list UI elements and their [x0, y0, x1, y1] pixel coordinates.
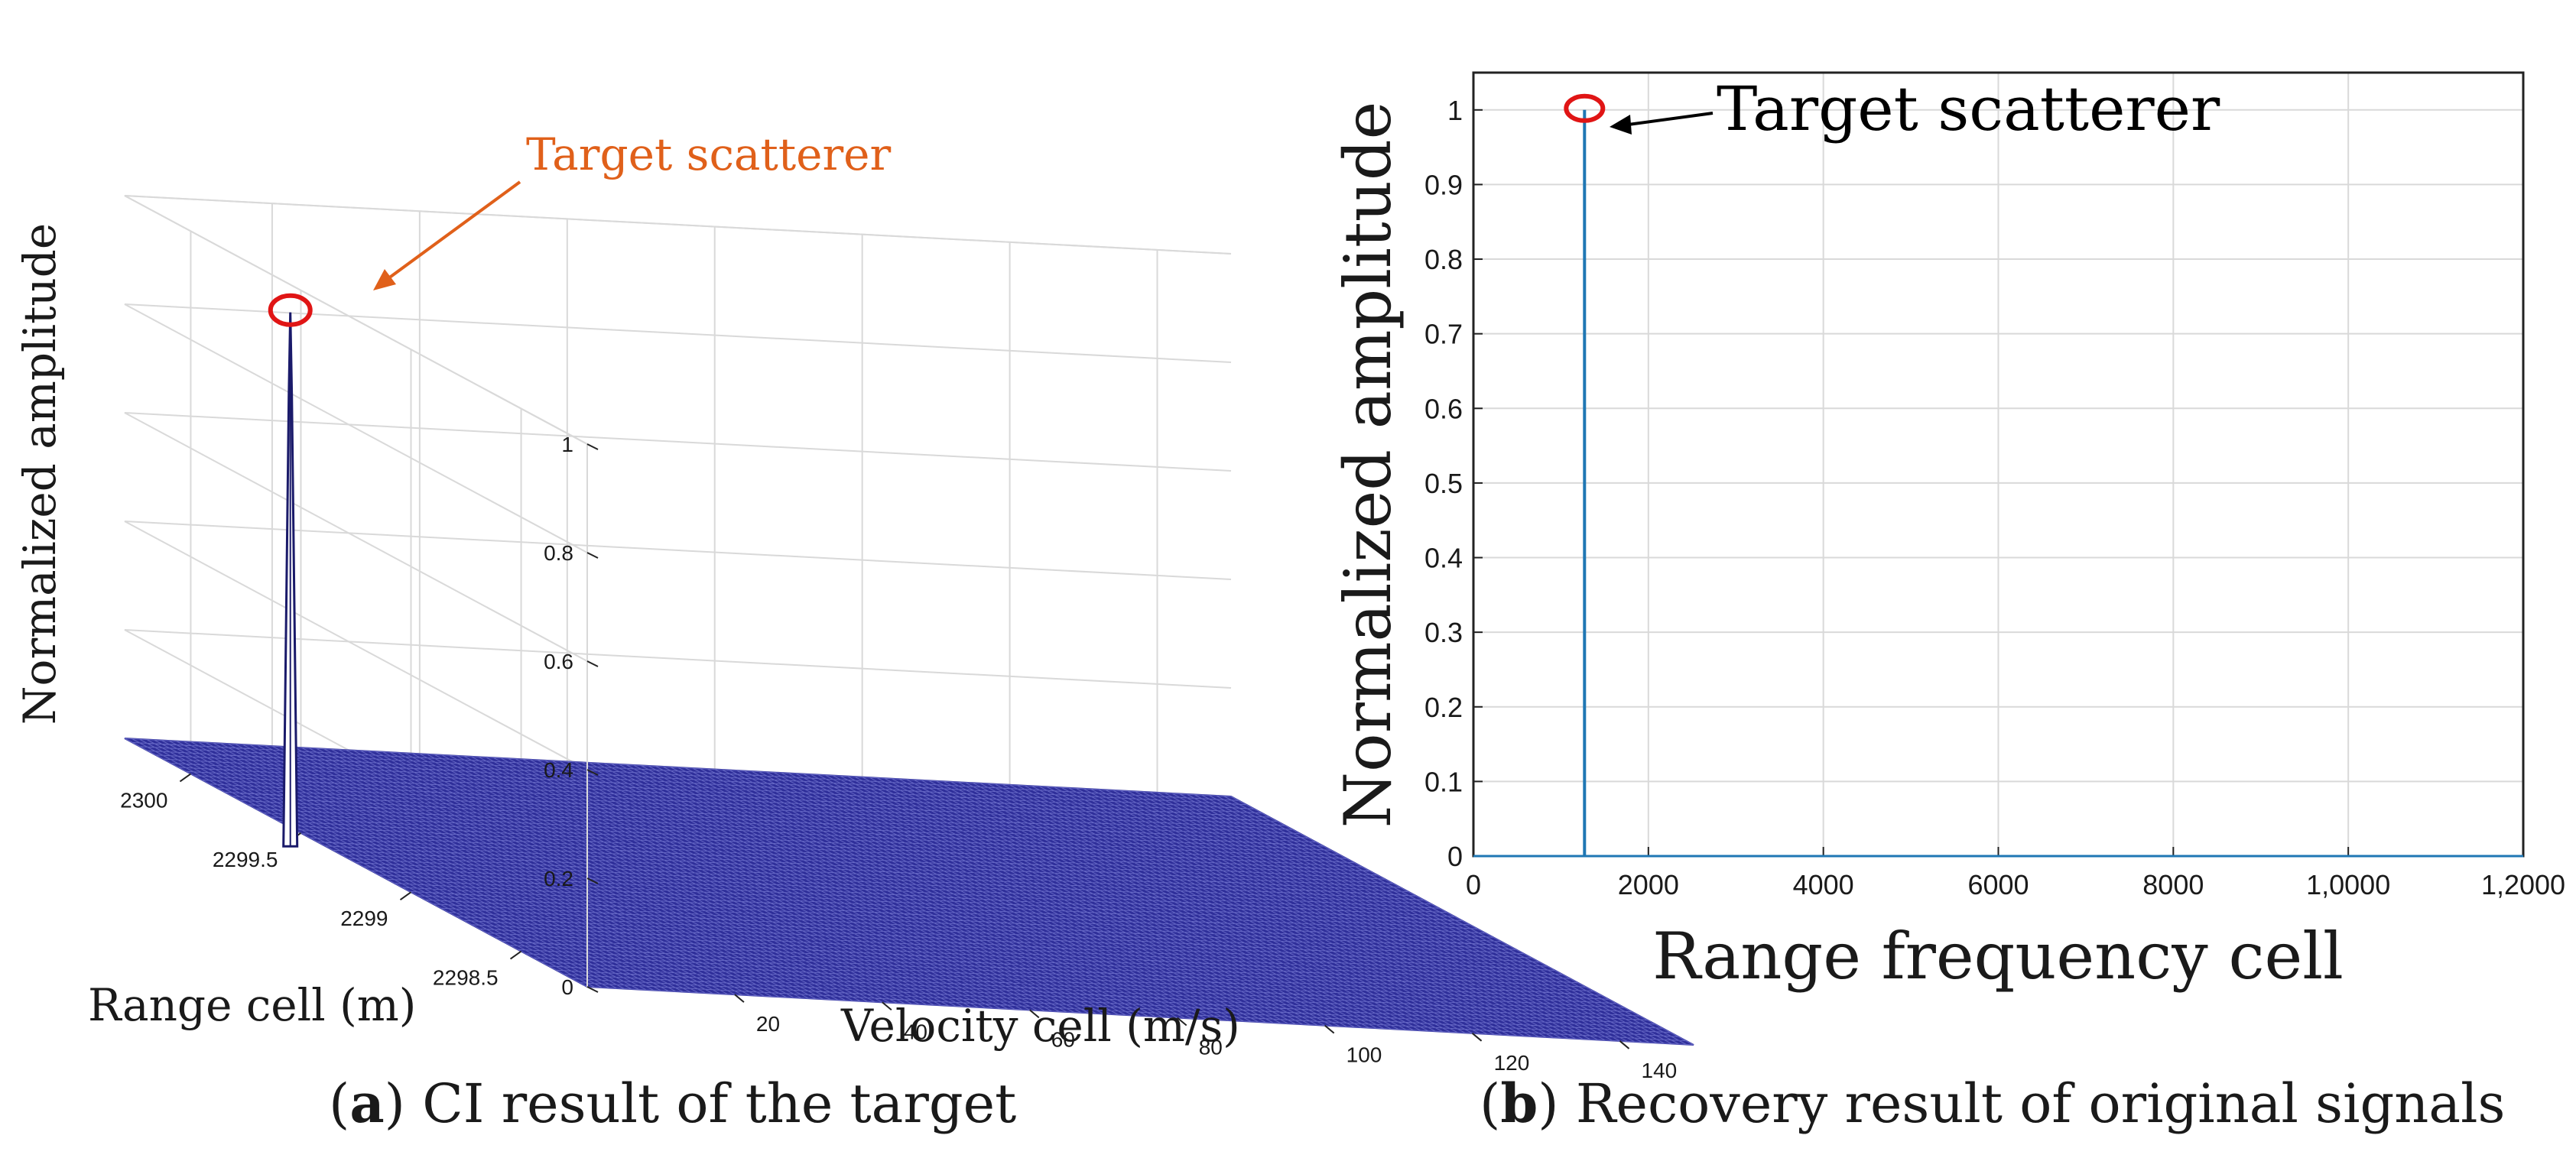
panel-b-ytick-label-7: 0.7 — [1424, 319, 1463, 350]
panel-b-stem-plot: 0 2000 4000 6000 8000 1,0000 1,2000 0 0.1 0.2 0.3 0… — [1330, 71, 2565, 1135]
panel-b-stems — [1473, 93, 2523, 858]
panel-b-ytick-label-2: 0.2 — [1424, 692, 1463, 723]
panel-a-peak-marker — [268, 293, 313, 327]
panel-a-ztick-label-5: 1 — [561, 433, 573, 456]
panel-b-ytick-label-6: 0.6 — [1424, 393, 1463, 424]
panel-a-ztick-label-1: 0.2 — [544, 867, 573, 890]
panel-b-ytick-label-0: 0 — [1447, 841, 1463, 872]
panel-a-peak — [268, 293, 313, 848]
panel-b-annotation-arrowhead — [1610, 115, 1632, 135]
panel-a-rtick-mark-3 — [509, 950, 522, 960]
panel-a-ztick-label-3: 0.6 — [544, 650, 573, 673]
panel-b-ytick-label-3: 0.3 — [1424, 617, 1463, 648]
panel-b-ytick-label-10: 1 — [1447, 95, 1463, 126]
panel-a-ztick-label-0: 0 — [561, 975, 573, 999]
panel-b-xtick-label-0: 0 — [1466, 869, 1481, 900]
panel-b-annotation-arrow — [1622, 112, 1714, 127]
panel-b-ytick-label-1: 0.1 — [1424, 766, 1463, 797]
panel-a-annotation: Target scatterer — [526, 128, 892, 180]
panel-a-rtick-label-1: 2299.5 — [213, 848, 278, 871]
panel-b-xlabel: Range frequency cell — [1652, 919, 2344, 994]
panel-b-caption-open: ( — [1480, 1072, 1500, 1135]
panel-b-ytick-label-9: 0.9 — [1424, 169, 1463, 200]
panel-a-ztick-mark-4 — [586, 552, 599, 559]
panel-a-rtick-mark-0 — [179, 773, 192, 783]
panel-a-rtick-label-2: 2299 — [340, 907, 388, 930]
panel-a-vtick-label-1: 40 — [904, 1020, 927, 1043]
panel-a-vtick-mark-4 — [1324, 1024, 1335, 1034]
panel-a-vtick-mark-5 — [1471, 1033, 1483, 1042]
panel-a-ticks: 0 0.2 0.4 0.6 0.8 1 2300 2299.5 2299 2298.5 20 40 60… — [120, 433, 1677, 1082]
panel-b-xtick-label-1: 2000 — [1618, 869, 1679, 900]
panel-a-vtick-label-5: 120 — [1494, 1051, 1530, 1075]
panel-a-ztick-mark-1 — [586, 877, 599, 884]
panel-b-ytick-label-5: 0.5 — [1424, 468, 1463, 499]
panel-b-xtick-label-5: 1,0000 — [2306, 869, 2390, 900]
panel-a-ztick-mark-0 — [586, 986, 599, 993]
panel-b-ytick-label-4: 0.4 — [1424, 543, 1463, 574]
panel-a-annotation-arrow — [381, 180, 521, 284]
panel-a-ztick-mark-5 — [586, 443, 599, 450]
panel-a-caption: (a) CI result of the target — [329, 1072, 1016, 1135]
panel-a-vtick-label-2: 60 — [1051, 1027, 1075, 1051]
panel-b-ytick-label-8: 0.8 — [1424, 244, 1463, 275]
panel-a-caption-text: ) CI result of the target — [385, 1072, 1017, 1135]
panel-a-vtick-mark-2 — [1029, 1009, 1040, 1019]
panel-b-caption-letter: b — [1500, 1072, 1538, 1135]
panel-a-surface-mesh — [124, 738, 1694, 1046]
panel-a-rtick-mark-2 — [399, 891, 412, 901]
panel-b-xtick-label-2: 4000 — [1793, 869, 1854, 900]
panel-a-caption-letter: a — [349, 1072, 384, 1135]
panel-b-caption-text: ) Recovery result of original signals — [1538, 1072, 2505, 1135]
panel-b-annotation: Target scatterer — [1717, 73, 2220, 144]
panel-a-rtick-label-3: 2298.5 — [433, 966, 499, 990]
panel-a-ztick-mark-3 — [586, 660, 599, 667]
panel-a-rtick-label-0: 2300 — [120, 788, 167, 812]
panel-b-caption: (b) Recovery result of original signals — [1480, 1072, 2505, 1135]
panel-a-vtick-mark-3 — [1177, 1017, 1187, 1027]
panel-a-zlabel: Normalized amplitude — [14, 223, 66, 725]
panel-a-vtick-label-0: 20 — [756, 1012, 780, 1036]
panel-a-wall-top-edge — [124, 195, 1232, 445]
panel-a-vtick-mark-0 — [734, 994, 745, 1003]
panel-b-xtick-label-3: 6000 — [1967, 869, 2029, 900]
panel-a-range-label: Range cell (m) — [88, 979, 416, 1031]
panel-b-ticks: 0 2000 4000 6000 8000 1,0000 1,2000 0 0.1 0.2 0.3 0… — [1424, 95, 2565, 900]
panel-a-caption-open: ( — [329, 1072, 349, 1135]
panel-a-annotation-arrowhead — [373, 269, 396, 290]
panel-b-xtick-label-4: 8000 — [2142, 869, 2204, 900]
panel-b-xtick-label-6: 1,2000 — [2481, 869, 2565, 900]
panel-a-vtick-label-4: 100 — [1346, 1043, 1382, 1067]
panel-a-velocity-label: Velocity cell (m/s) — [840, 1000, 1240, 1052]
panel-a-surface-plot: 0 0.2 0.4 0.6 0.8 1 2300 2299.5 2299 2298.5 20 40 60… — [14, 128, 1694, 1135]
panel-a-ztick-label-2: 0.4 — [544, 758, 573, 782]
panel-a-vtick-label-6: 140 — [1642, 1059, 1678, 1082]
panel-a-vtick-mark-6 — [1619, 1040, 1630, 1049]
panel-a-ztick-mark-2 — [586, 769, 599, 776]
panel-b-ylabel: Normalized amplitude — [1330, 102, 1405, 829]
panel-a-surface — [124, 738, 1694, 1046]
panel-a-ztick-label-4: 0.8 — [544, 541, 573, 565]
panel-a-vtick-mark-1 — [882, 1001, 892, 1011]
panel-a-vtick-label-3: 80 — [1199, 1036, 1223, 1059]
panel-b-stem-marker-0 — [1564, 93, 1606, 123]
